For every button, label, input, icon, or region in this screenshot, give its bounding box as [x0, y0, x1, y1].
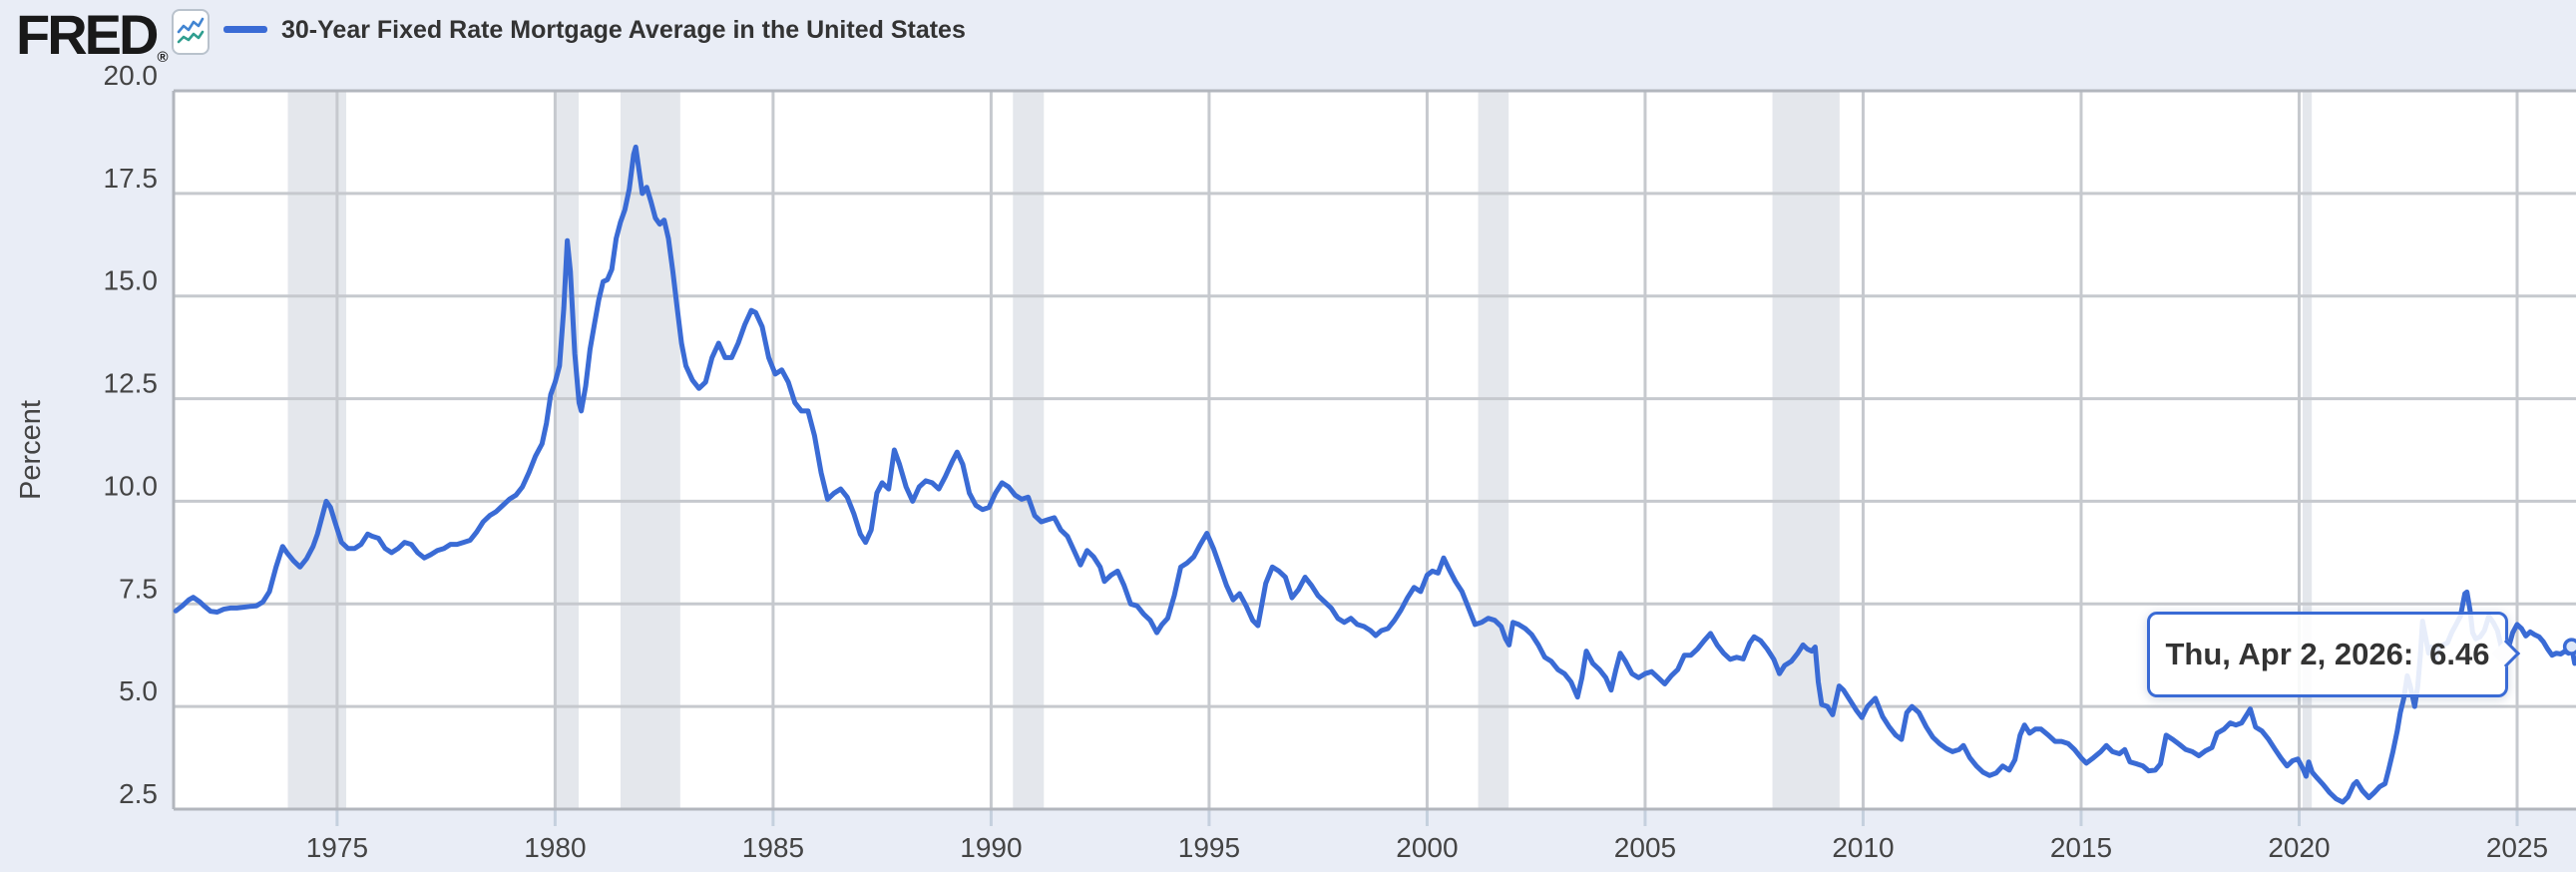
- x-tick-label: 1990: [960, 832, 1022, 863]
- y-tick-label: 15.0: [104, 265, 159, 296]
- sparkline-glyph: [177, 17, 205, 44]
- chart-title: 30-Year Fixed Rate Mortgage Average in t…: [281, 16, 966, 44]
- recession-band: [2302, 91, 2313, 809]
- fred-logo: FRED®: [16, 3, 169, 66]
- x-tick-label: 1985: [742, 832, 804, 863]
- x-tick-label: 1980: [524, 832, 586, 863]
- series-line: [173, 144, 2576, 805]
- x-tick-label: 1975: [306, 832, 368, 863]
- y-tick-label: 20.0: [104, 60, 159, 91]
- fred-sparkline-icon[interactable]: [172, 9, 210, 55]
- x-tick-label: 2010: [1832, 832, 1894, 863]
- y-tick-label: 12.5: [104, 368, 159, 399]
- registered-mark: ®: [157, 49, 169, 66]
- x-tick-label: 1995: [1178, 832, 1240, 863]
- recession-band: [1478, 91, 1509, 809]
- x-tick-label: 2000: [1396, 832, 1458, 863]
- y-tick-label: 10.0: [104, 470, 159, 501]
- tooltip-value: 6.46: [2429, 637, 2490, 671]
- hover-tooltip: Thu, Apr 2, 2026: 6.46: [2147, 612, 2521, 697]
- x-tick-label: 2020: [2268, 832, 2330, 863]
- recession-band: [1772, 91, 1840, 809]
- x-tick-label: 2025: [2486, 832, 2548, 863]
- hover-marker: [2562, 638, 2576, 655]
- tooltip-date: Thu, Apr 2, 2026:: [2165, 637, 2414, 671]
- recession-band: [555, 91, 579, 809]
- chart-header: FRED® 30-Year Fixed Rate Mortgage Averag…: [0, 0, 2576, 66]
- y-tick-label: 17.5: [104, 163, 159, 194]
- y-axis-title: Percent: [15, 400, 47, 500]
- legend-line-swatch: [223, 26, 267, 33]
- y-tick-label: 5.0: [119, 675, 158, 706]
- recession-band: [1013, 91, 1045, 809]
- x-tick-label: 2015: [2050, 832, 2112, 863]
- y-tick-label: 7.5: [119, 573, 158, 604]
- plot-area[interactable]: [174, 91, 2576, 809]
- recession-band: [620, 91, 680, 809]
- y-tick-label: 2.5: [119, 778, 158, 809]
- x-tick-label: 2005: [1614, 832, 1676, 863]
